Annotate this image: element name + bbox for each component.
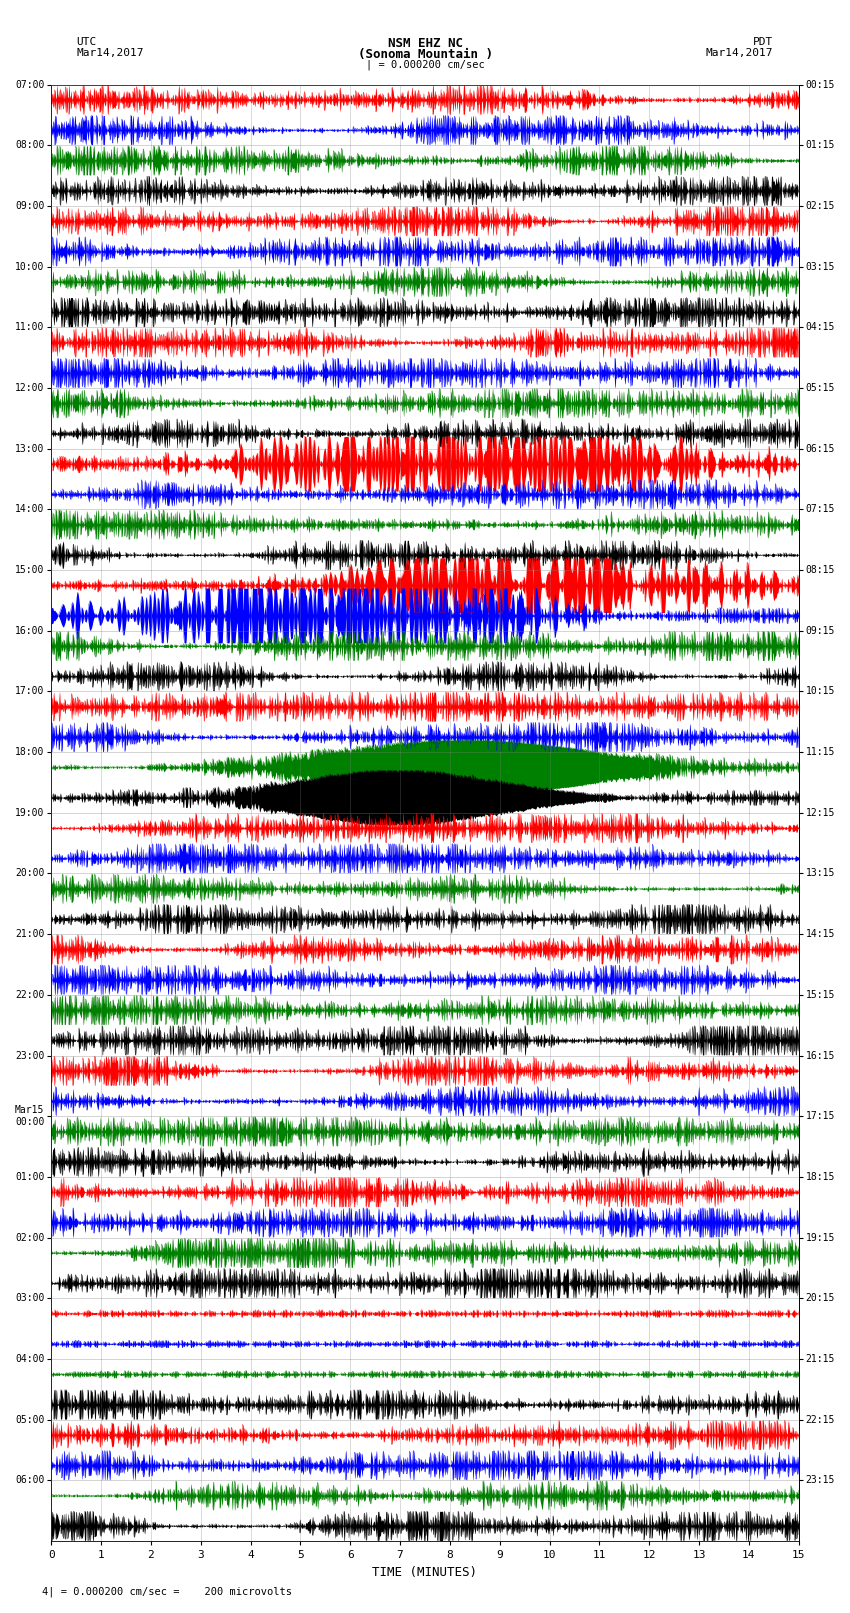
Text: | = 0.000200 cm/sec: | = 0.000200 cm/sec xyxy=(366,60,484,71)
X-axis label: TIME (MINUTES): TIME (MINUTES) xyxy=(372,1566,478,1579)
Text: Mar14,2017: Mar14,2017 xyxy=(706,48,774,58)
Text: PDT: PDT xyxy=(753,37,774,47)
Text: (Sonoma Mountain ): (Sonoma Mountain ) xyxy=(358,48,492,61)
Text: NSM EHZ NC: NSM EHZ NC xyxy=(388,37,462,50)
Text: UTC: UTC xyxy=(76,37,97,47)
Text: Mar14,2017: Mar14,2017 xyxy=(76,48,144,58)
Text: 4| = 0.000200 cm/sec =    200 microvolts: 4| = 0.000200 cm/sec = 200 microvolts xyxy=(42,1586,292,1597)
